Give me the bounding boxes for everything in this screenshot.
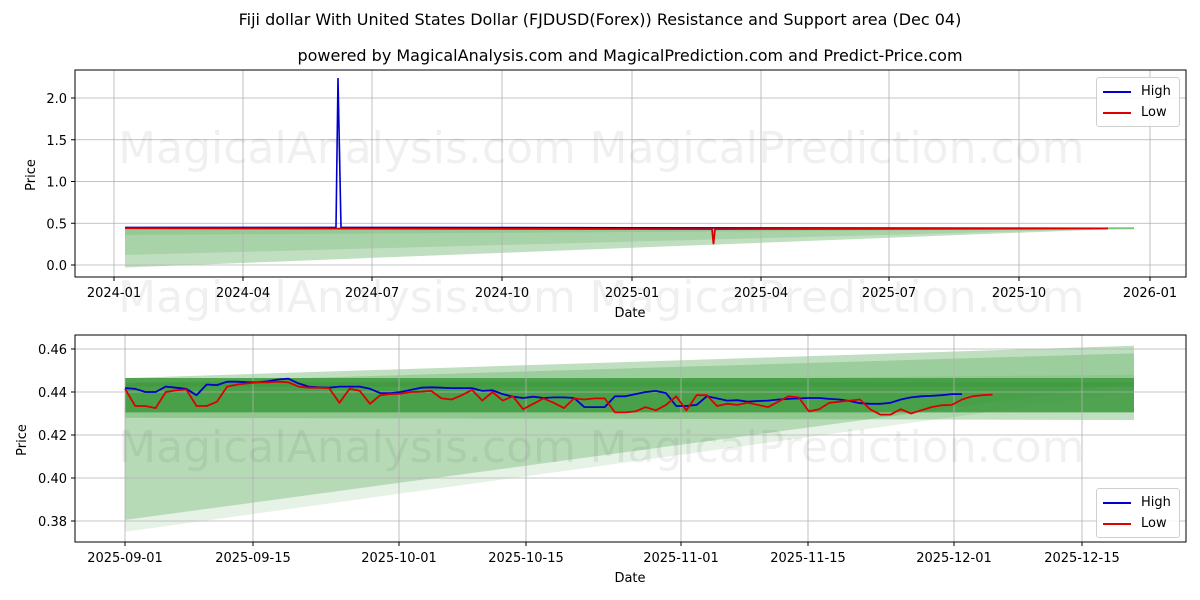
x-tick-label: 2025-07 bbox=[862, 286, 916, 301]
legend-item-high: High bbox=[1103, 492, 1171, 513]
x-tick-label: 2025-12-01 bbox=[916, 551, 992, 566]
y-tick-label: 0.40 bbox=[38, 472, 67, 487]
bottom-axes-frame bbox=[74, 334, 1187, 543]
legend-label-high: High bbox=[1141, 84, 1171, 99]
x-tick-label: 2024-01 bbox=[87, 286, 141, 301]
x-tick-label: 2025-04 bbox=[734, 286, 788, 301]
support-band-medium bbox=[125, 227, 1134, 255]
x-axis-label: Date bbox=[614, 571, 645, 586]
watermark: MagicalPrediction.com bbox=[590, 123, 1085, 174]
chart-subtitle: powered by MagicalAnalysis.com and Magic… bbox=[297, 46, 963, 65]
watermark: MagicalPrediction.com bbox=[590, 422, 1085, 473]
legend-item-high: High bbox=[1103, 81, 1171, 102]
watermark: MagicalAnalysis.com bbox=[118, 123, 576, 174]
x-tick-label: 2025-01 bbox=[605, 286, 659, 301]
top-axes-frame bbox=[74, 69, 1187, 278]
y-tick-label: 0.38 bbox=[38, 515, 67, 530]
x-tick-label: 2024-07 bbox=[345, 286, 399, 301]
x-tick-label: 2026-01 bbox=[1123, 286, 1177, 301]
y-tick-label: 0.0 bbox=[46, 259, 67, 274]
watermark: MagicalAnalysis.com bbox=[118, 272, 576, 323]
y-tick-label: 0.5 bbox=[46, 217, 67, 232]
top-chart: MagicalAnalysis.com MagicalPrediction.com… bbox=[24, 69, 1187, 323]
low-series-line bbox=[124, 380, 993, 416]
x-tick-label: 2025-10-15 bbox=[488, 551, 564, 566]
y-tick-label: 1.0 bbox=[46, 176, 67, 191]
bottom-chart: MagicalAnalysis.com MagicalPrediction.com… bbox=[15, 334, 1187, 586]
y-tick-label: 2.0 bbox=[46, 92, 67, 107]
y-tick-label: 0.44 bbox=[38, 386, 67, 401]
x-tick-label: 2025-09-15 bbox=[215, 551, 291, 566]
high-line-swatch bbox=[1103, 501, 1131, 504]
x-tick-label: 2025-11-01 bbox=[643, 551, 719, 566]
y-tick-label: 0.42 bbox=[38, 429, 67, 444]
x-tick-label: 2024-04 bbox=[216, 286, 270, 301]
low-line-swatch bbox=[1103, 522, 1131, 525]
low-series-line bbox=[124, 227, 1109, 245]
band-core bbox=[125, 382, 1134, 387]
y-axis-label: Price bbox=[15, 424, 30, 456]
high-series-line bbox=[125, 77, 1109, 230]
y-tick-label: 0.46 bbox=[38, 343, 67, 358]
x-tick-label: 2025-11-15 bbox=[770, 551, 846, 566]
legend-item-low: Low bbox=[1103, 102, 1171, 123]
y-tick-label: 1.5 bbox=[46, 134, 67, 149]
legend-item-low: Low bbox=[1103, 513, 1171, 534]
x-tick-label: 2025-10 bbox=[992, 286, 1046, 301]
x-tick-label: 2025-10-01 bbox=[361, 551, 437, 566]
legend-bottom: High Low bbox=[1096, 488, 1180, 538]
x-tick-label: 2024-10 bbox=[475, 286, 529, 301]
chart-title: Fiji dollar With United States Dollar (F… bbox=[238, 10, 962, 29]
legend-label-high: High bbox=[1141, 495, 1171, 510]
x-tick-label: 2025-09-01 bbox=[87, 551, 163, 566]
low-line-swatch bbox=[1103, 111, 1131, 114]
x-axis-label: Date bbox=[614, 306, 645, 321]
legend-label-low: Low bbox=[1141, 105, 1167, 120]
legend-top: High Low bbox=[1096, 77, 1180, 127]
legend-label-low: Low bbox=[1141, 516, 1167, 531]
y-axis-label: Price bbox=[24, 159, 39, 191]
high-line-swatch bbox=[1103, 90, 1131, 93]
watermark: MagicalAnalysis.com bbox=[118, 422, 576, 473]
support-band-light bbox=[125, 227, 1134, 268]
x-tick-label: 2025-12-15 bbox=[1044, 551, 1120, 566]
watermark: MagicalPrediction.com bbox=[590, 272, 1085, 323]
